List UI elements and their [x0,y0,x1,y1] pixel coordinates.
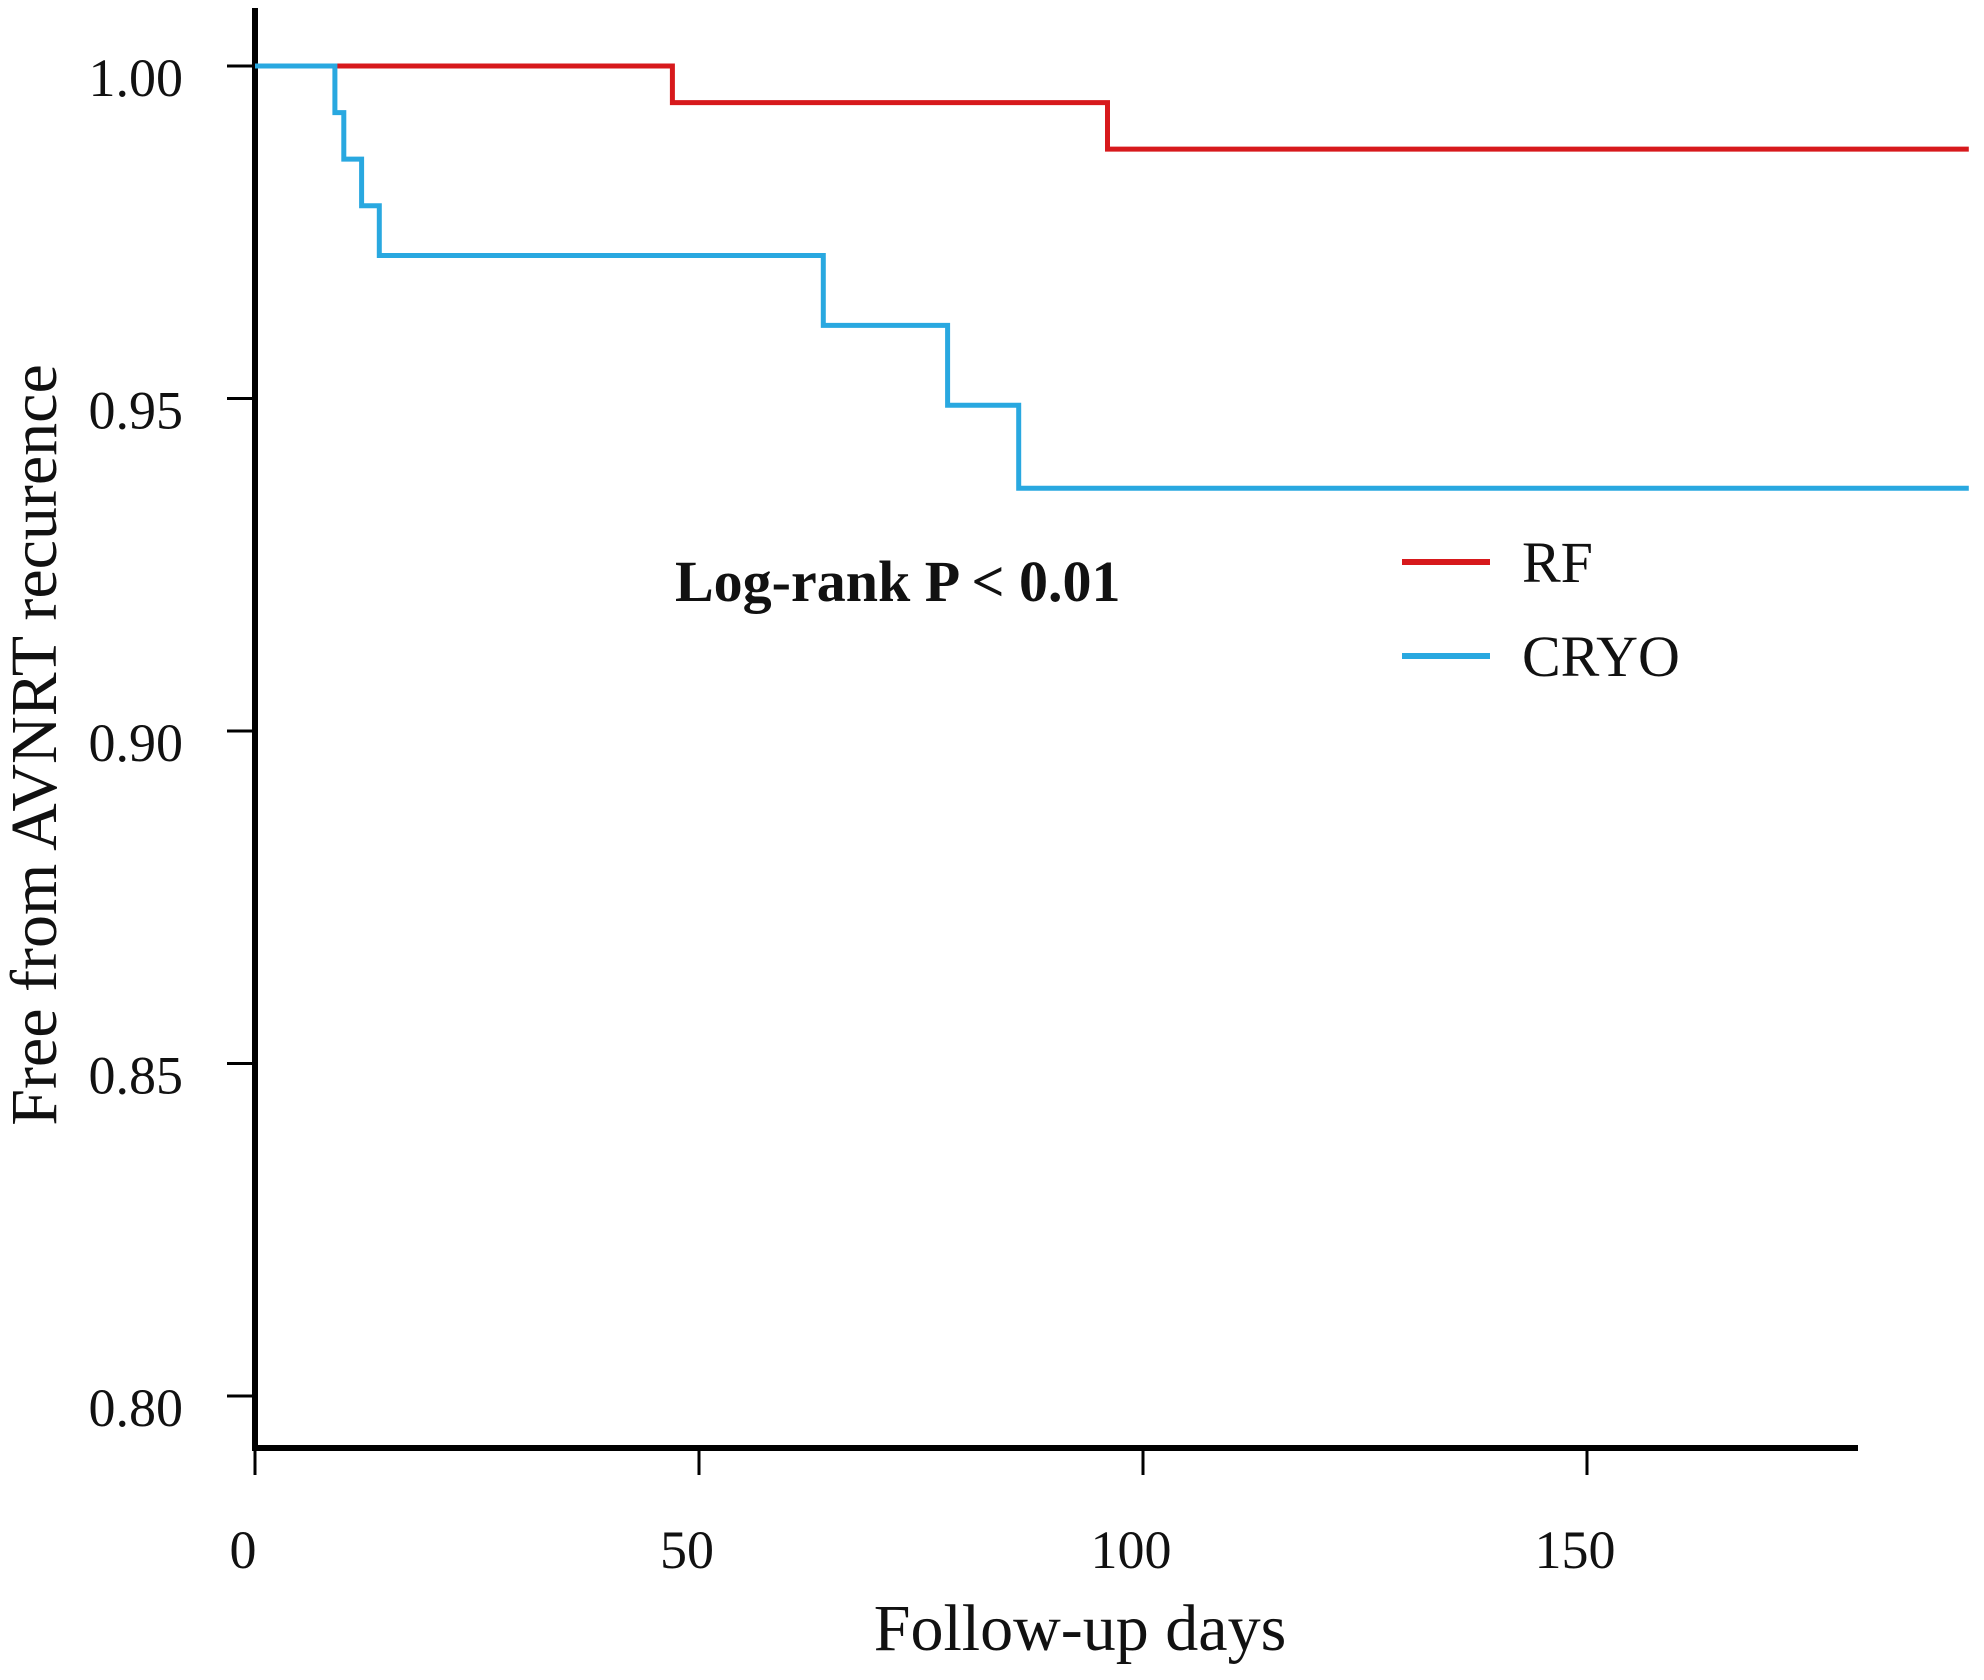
x-tick-label: 100 [1091,1520,1172,1580]
y-tick-label: 0.85 [89,1046,184,1106]
axes [252,8,1858,1451]
y-axis-title: Free from AVNRT recurence [0,364,71,1126]
x-axis-title: Follow-up days [874,1592,1287,1665]
series-line-rf [255,63,1969,152]
legend: RF CRYO [1402,530,1680,689]
legend-label-rf: RF [1522,530,1593,595]
series-line-cryo [255,63,1969,491]
x-tick-label: 50 [660,1520,714,1580]
x-tick-label: 150 [1535,1520,1616,1580]
y-tick-label: 0.95 [89,381,184,441]
y-tick-label: 1.00 [89,48,184,108]
series-lines [255,63,1969,491]
ticks: 0.80 0.85 0.90 0.95 1.00 0 50 100 150 [89,48,1616,1580]
y-tick-label: 0.90 [89,713,184,773]
x-tick-label: 0 [230,1520,257,1580]
y-tick-label: 0.80 [89,1378,184,1438]
legend-label-cryo: CRYO [1522,624,1680,689]
log-rank-annotation: Log-rank P < 0.01 [675,549,1121,614]
